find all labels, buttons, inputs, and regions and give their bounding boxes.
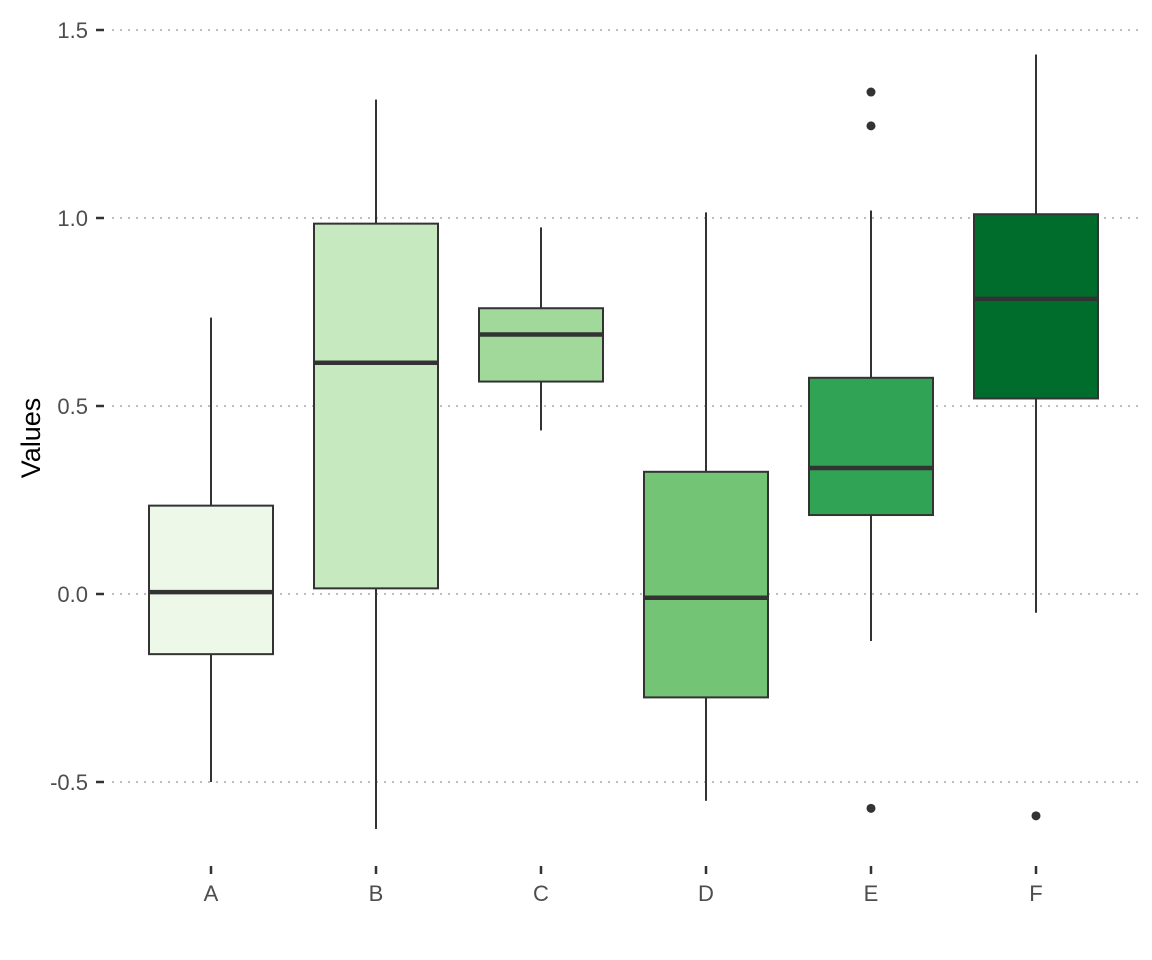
outlier-point — [1031, 811, 1041, 821]
box-C — [478, 227, 604, 431]
y-axis-title: Values — [16, 398, 46, 479]
x-tick-label: E — [864, 881, 879, 906]
box-A — [148, 317, 274, 782]
box-F — [973, 54, 1099, 821]
iqr-box — [643, 470, 769, 699]
grid-lines — [112, 29, 1138, 783]
box-E — [808, 87, 934, 813]
y-tick-label: 1.0 — [57, 206, 88, 231]
x-axis: A B C D E F — [204, 866, 1043, 906]
iqr-box — [313, 222, 439, 590]
y-tick-label: 1.5 — [57, 18, 88, 43]
x-tick-label: D — [698, 881, 714, 906]
x-tick-label: C — [533, 881, 549, 906]
y-tick-label: 0.5 — [57, 394, 88, 419]
iqr-box — [973, 213, 1099, 400]
outlier-point — [866, 803, 876, 813]
boxes — [148, 54, 1099, 829]
y-tick-label: -0.5 — [50, 770, 88, 795]
iqr-box — [148, 504, 274, 656]
y-axis: -0.5 0.0 0.5 1.0 1.5 — [50, 18, 104, 795]
x-tick-label: B — [369, 881, 384, 906]
box-B — [313, 99, 439, 829]
x-tick-label: A — [204, 881, 219, 906]
x-tick-label: F — [1029, 881, 1042, 906]
box-D — [643, 212, 769, 801]
iqr-box — [808, 376, 934, 517]
iqr-box — [478, 307, 604, 383]
outlier-point — [866, 87, 876, 97]
outlier-point — [866, 121, 876, 131]
y-tick-label: 0.0 — [57, 582, 88, 607]
